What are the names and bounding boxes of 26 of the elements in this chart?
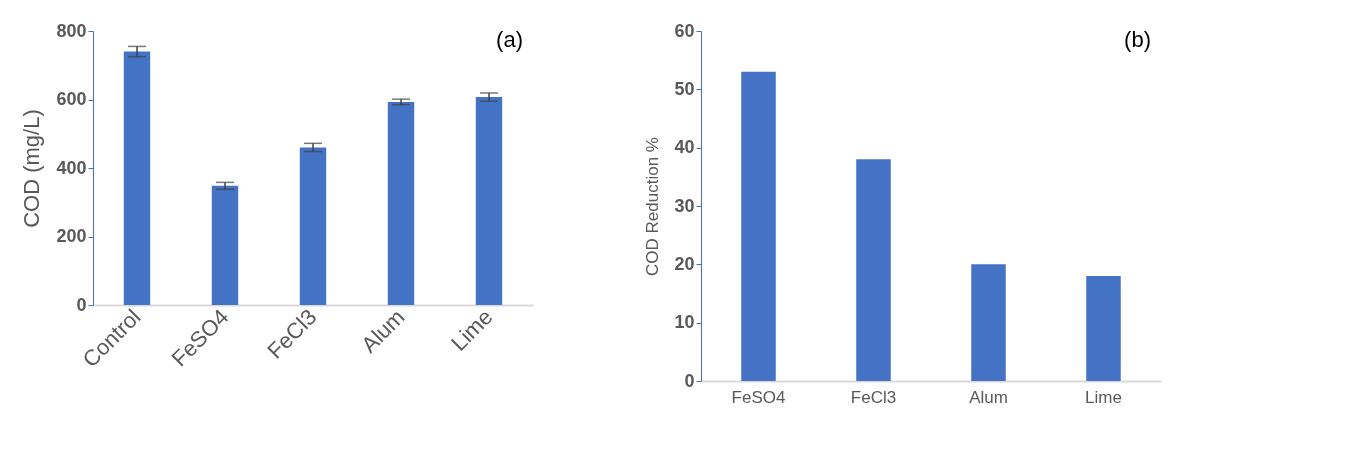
y-tick-label: 20 (674, 253, 695, 274)
y-tick-label: 0 (76, 294, 87, 315)
y-axis-title: COD Reduction % (643, 137, 663, 276)
y-tick-label: 50 (674, 78, 695, 99)
bar (475, 97, 503, 305)
x-tick-label: Alum (969, 387, 1008, 407)
y-tick-label: 400 (56, 157, 87, 178)
y-tick-label: 40 (674, 137, 695, 158)
x-tick-label: FeSO4 (731, 387, 786, 407)
y-tick-label: 200 (56, 226, 87, 246)
bar (856, 159, 891, 381)
chart-title: (b) (1124, 27, 1151, 52)
y-tick-label: 30 (674, 195, 695, 216)
bar (123, 51, 151, 305)
y-tick-label: 600 (56, 89, 87, 109)
y-tick-label: 60 (674, 20, 695, 41)
y-tick-label: 0 (684, 370, 695, 391)
x-tick-label: Lime (1085, 387, 1122, 407)
y-tick-label: 10 (674, 312, 695, 333)
bar (741, 71, 776, 381)
chart-title: (a) (496, 27, 523, 52)
bar (1086, 276, 1121, 381)
y-axis-title: COD (mg/L) (19, 109, 45, 228)
y-tick-label: 800 (56, 20, 87, 41)
x-tick-label: FeCl3 (850, 387, 897, 407)
bar (971, 264, 1006, 381)
